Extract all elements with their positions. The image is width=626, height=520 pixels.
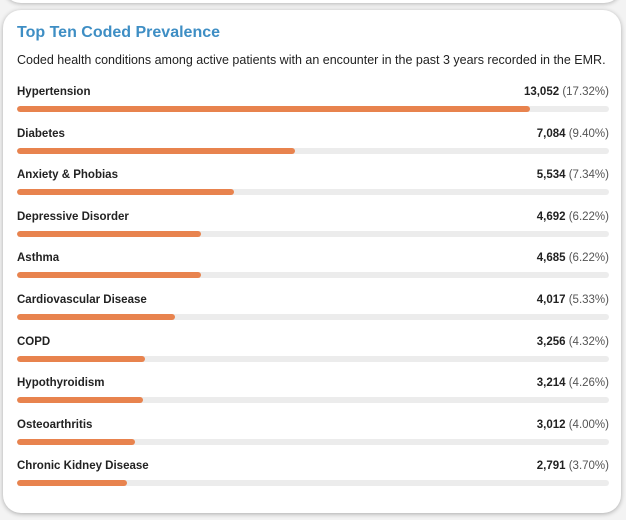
condition-count: 3,012 xyxy=(536,418,566,431)
condition-percent: (4.26%) xyxy=(568,377,609,390)
condition-percent: (5.33%) xyxy=(568,293,609,306)
condition-count: 3,256 xyxy=(536,335,566,348)
progress-track xyxy=(17,397,609,404)
condition-label: COPD xyxy=(17,335,51,348)
condition-label: Asthma xyxy=(17,252,60,265)
progress-fill xyxy=(17,313,175,320)
condition-value: 4,685 (6.22%) xyxy=(537,252,609,264)
condition-count: 4,692 xyxy=(536,210,566,223)
condition-value: 3,256 (4.32%) xyxy=(537,336,609,348)
condition-percent: (6.22%) xyxy=(568,252,609,265)
progress-fill xyxy=(17,147,296,154)
progress-track xyxy=(17,438,609,445)
condition-list: Hypertension 13,052 (17.32%) Diabetes 7,084… xyxy=(17,85,609,501)
card-subtitle: Coded health conditions among active pat… xyxy=(17,53,606,67)
progress-track xyxy=(17,147,609,154)
condition-label: Hypertension xyxy=(17,86,91,98)
condition-label: Depressive Disorder xyxy=(17,210,129,223)
condition-percent: (4.32%) xyxy=(568,335,609,348)
progress-track xyxy=(17,106,609,112)
condition-label: Hypothyroidism xyxy=(17,377,105,390)
progress-track xyxy=(17,230,609,237)
condition-row: Asthma 4,685 (6.22%) xyxy=(17,251,609,293)
progress-fill xyxy=(17,189,235,196)
condition-count: 3,214 xyxy=(536,377,566,390)
condition-row: Depressive Disorder 4,692 (6.22%) xyxy=(17,210,609,252)
progress-fill xyxy=(17,230,202,237)
condition-count: 2,791 xyxy=(536,460,566,473)
condition-percent: (6.22%) xyxy=(568,210,609,223)
condition-percent: (17.32%) xyxy=(562,86,609,98)
previous-card xyxy=(3,0,622,3)
condition-label: Chronic Kidney Disease xyxy=(17,460,149,473)
condition-row: Osteoarthritis 3,012 (4.00%) xyxy=(17,418,609,460)
progress-fill xyxy=(17,397,144,404)
condition-row: COPD 3,256 (4.32%) xyxy=(17,335,609,377)
condition-row: Chronic Kidney Disease 2,791 (3.70%) xyxy=(17,459,609,501)
condition-count: 4,685 xyxy=(536,252,566,265)
condition-percent: (4.00%) xyxy=(568,418,609,431)
condition-percent: (7.34%) xyxy=(568,169,609,182)
condition-count: 5,534 xyxy=(536,169,566,182)
condition-percent: (3.70%) xyxy=(568,460,609,473)
condition-count: 7,084 xyxy=(536,127,566,140)
progress-track xyxy=(17,189,609,196)
card-title: Top Ten Coded Prevalence xyxy=(17,24,221,41)
progress-fill xyxy=(17,438,136,445)
condition-row: Diabetes 7,084 (9.40%) xyxy=(17,127,609,169)
prevalence-card: Top Ten Coded Prevalence Coded health co… xyxy=(3,10,621,513)
condition-label: Diabetes xyxy=(17,127,65,140)
condition-count: 13,052 xyxy=(523,86,560,98)
progress-track xyxy=(17,480,609,487)
condition-label: Osteoarthritis xyxy=(17,418,93,431)
condition-value: 3,214 (4.26%) xyxy=(537,377,609,389)
condition-label: Anxiety & Phobias xyxy=(17,169,118,182)
condition-value: 13,052 (17.32%) xyxy=(524,86,609,98)
progress-track xyxy=(17,272,609,279)
condition-row: Hypertension 13,052 (17.32%) xyxy=(17,85,609,127)
progress-track xyxy=(17,355,609,362)
condition-label: Cardiovascular Disease xyxy=(17,293,147,306)
condition-row: Cardiovascular Disease 4,017 (5.33%) xyxy=(17,293,609,335)
progress-fill xyxy=(17,272,202,279)
condition-count: 4,017 xyxy=(536,293,566,306)
progress-fill xyxy=(17,106,530,112)
condition-row: Anxiety & Phobias 5,534 (7.34%) xyxy=(17,168,609,210)
condition-row: Hypothyroidism 3,214 (4.26%) xyxy=(17,376,609,418)
condition-value: 3,012 (4.00%) xyxy=(537,419,609,431)
condition-value: 2,791 (3.70%) xyxy=(537,460,609,472)
progress-fill xyxy=(17,355,145,362)
condition-value: 7,084 (9.40%) xyxy=(537,128,609,140)
progress-track xyxy=(17,313,609,320)
condition-percent: (9.40%) xyxy=(568,127,609,140)
condition-value: 4,692 (6.22%) xyxy=(537,211,609,223)
condition-value: 5,534 (7.34%) xyxy=(537,169,609,181)
progress-fill xyxy=(17,480,127,487)
condition-value: 4,017 (5.33%) xyxy=(537,294,609,306)
